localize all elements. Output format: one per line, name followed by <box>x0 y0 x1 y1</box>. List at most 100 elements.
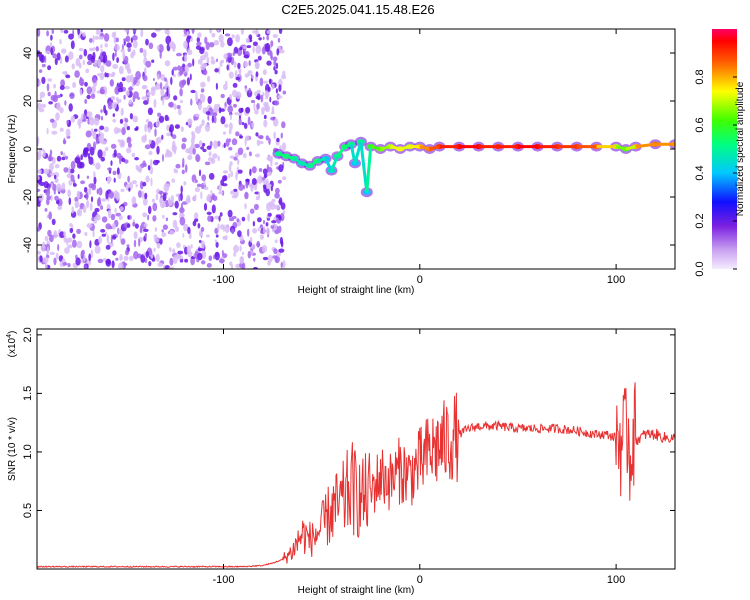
noise-speck <box>210 190 213 194</box>
noise-speck <box>274 204 281 210</box>
noise-speck <box>157 262 164 267</box>
noise-speck <box>208 172 215 180</box>
noise-speck <box>132 222 136 227</box>
noise-speck <box>181 169 185 175</box>
noise-speck <box>99 88 105 95</box>
noise-speck <box>260 94 264 103</box>
noise-speck <box>45 189 51 196</box>
noise-speck <box>144 144 151 150</box>
noise-speck <box>217 66 221 75</box>
noise-speck <box>275 62 279 69</box>
noise-speck <box>147 205 152 215</box>
noise-speck <box>107 176 112 183</box>
noise-speck <box>37 188 41 192</box>
noise-speck <box>269 202 276 210</box>
noise-speck <box>39 255 43 263</box>
noise-speck <box>142 85 146 90</box>
noise-speck <box>249 208 255 214</box>
noise-speck <box>60 79 65 87</box>
noise-speck <box>220 93 225 99</box>
noise-speck <box>162 214 165 219</box>
noise-speck <box>253 203 259 211</box>
spectrogram-ticks: -100 0 100 -40 -20 0 20 40 <box>22 29 675 286</box>
noise-speck <box>127 142 132 148</box>
noise-speck <box>244 73 250 78</box>
noise-speck <box>172 212 178 216</box>
noise-speck <box>277 37 281 43</box>
noise-speck <box>176 104 181 110</box>
noise-speck <box>178 194 181 202</box>
noise-speck <box>120 48 125 53</box>
noise-speck <box>274 69 278 75</box>
noise-speck <box>49 118 55 123</box>
noise-speck <box>53 188 56 195</box>
noise-speck <box>206 145 212 150</box>
noise-speck <box>215 82 218 90</box>
noise-speck <box>179 192 183 202</box>
noise-speck <box>255 45 262 54</box>
noise-speck <box>64 55 69 63</box>
spectrogram-trace <box>272 136 675 198</box>
noise-speck <box>261 245 268 253</box>
snr-line <box>37 382 675 569</box>
noise-speck <box>247 228 250 237</box>
noise-speck <box>185 122 188 126</box>
noise-speck <box>129 86 133 92</box>
noise-speck <box>187 154 193 160</box>
noise-speck <box>86 94 91 100</box>
noise-speck <box>108 73 112 77</box>
noise-speck <box>213 40 220 46</box>
noise-speck <box>177 255 184 260</box>
noise-speck <box>257 55 262 61</box>
noise-speck <box>191 132 196 140</box>
noise-speck <box>187 226 191 234</box>
noise-speck <box>74 200 80 208</box>
noise-speck <box>54 57 58 66</box>
noise-speck <box>68 166 71 174</box>
noise-speck <box>152 215 157 222</box>
noise-speck <box>112 113 116 117</box>
trace-segment <box>615 145 627 151</box>
noise-speck <box>123 94 126 100</box>
noise-speck <box>228 71 234 79</box>
noise-speck <box>232 82 238 88</box>
trace-segment <box>317 157 327 163</box>
noise-speck <box>205 234 210 238</box>
spectrogram-panel: -100 0 100 -40 -20 0 20 40 Height of straight l… <box>7 28 676 296</box>
noise-speck <box>43 181 49 189</box>
noise-speck <box>235 91 242 100</box>
noise-speck <box>53 230 58 239</box>
noise-speck <box>240 107 244 112</box>
noise-speck <box>156 242 161 249</box>
noise-speck <box>141 96 147 100</box>
noise-speck <box>274 192 280 199</box>
noise-speck <box>110 213 116 221</box>
noise-speck <box>98 36 104 40</box>
noise-speck <box>61 48 67 54</box>
noise-speck <box>59 56 63 65</box>
noise-speck <box>63 167 69 173</box>
noise-speck <box>197 102 202 111</box>
noise-speck <box>129 113 133 120</box>
trace-segment <box>278 152 287 158</box>
noise-speck <box>211 32 216 38</box>
noise-speck <box>64 247 70 254</box>
noise-speck <box>273 248 278 255</box>
noise-speck <box>153 98 157 108</box>
colorbar-tick-label: 0.8 <box>694 69 706 84</box>
noise-speck <box>100 229 106 233</box>
noise-speck <box>59 85 65 91</box>
noise-speck <box>168 266 175 269</box>
noise-speck <box>111 101 117 110</box>
noise-speck <box>255 29 259 36</box>
xtick-label: 100 <box>607 274 625 286</box>
noise-speck <box>84 81 88 87</box>
noise-speck <box>116 193 120 201</box>
noise-speck <box>204 161 211 166</box>
noise-speck <box>92 132 96 140</box>
noise-speck <box>94 35 99 40</box>
noise-speck <box>206 263 212 268</box>
noise-speck <box>86 60 93 66</box>
noise-speck <box>103 54 106 64</box>
snr-panel: -100 0 100 0.5 1.0 1.5 2.0 Height of straight … <box>6 327 676 596</box>
